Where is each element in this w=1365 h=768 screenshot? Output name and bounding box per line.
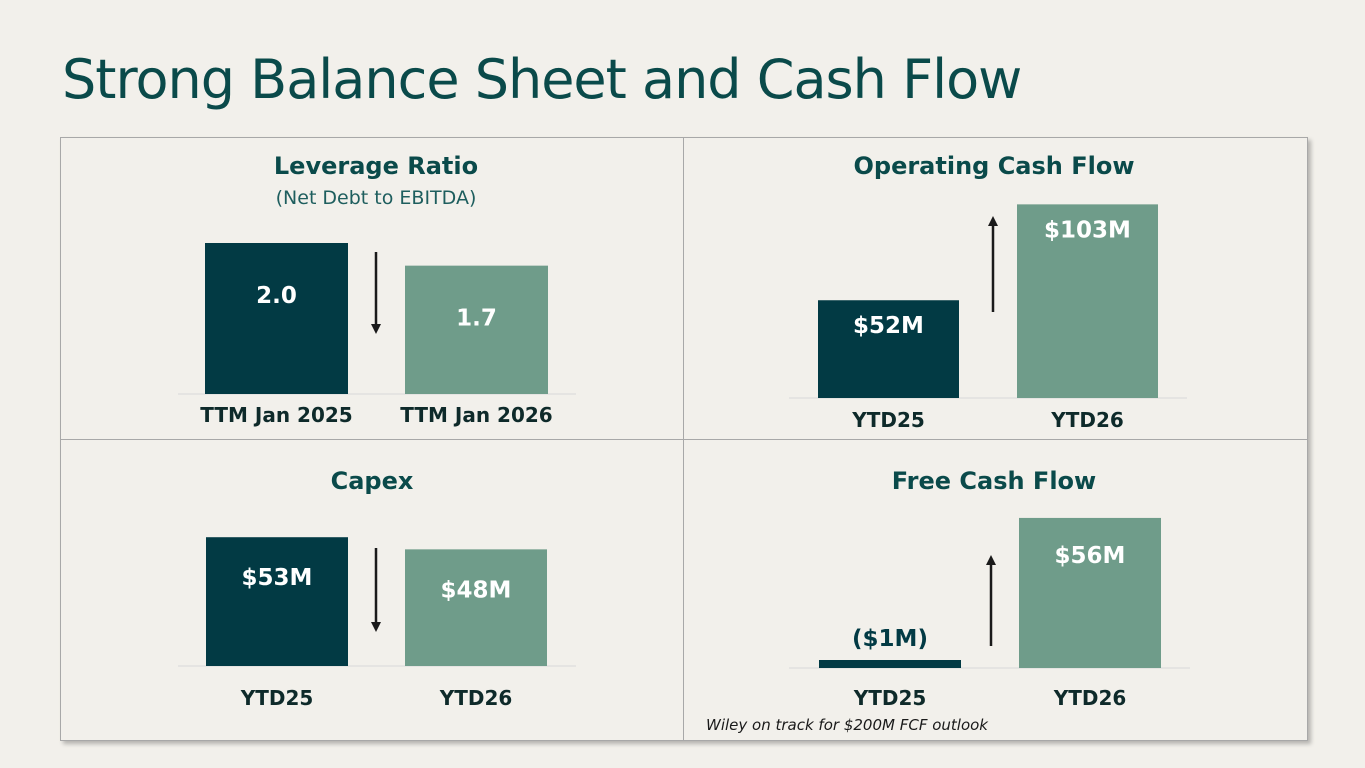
chart1-arrow-down-icon [371, 324, 381, 334]
chart1-category-label-2: TTM Jan 2026 [400, 403, 552, 427]
chart1-data-label-1: 2.0 [256, 283, 297, 309]
chart3-data-label-2: $48M [441, 577, 512, 603]
chart2-title: Operating Cash Flow [853, 152, 1134, 180]
chart4-category-label-2: YTD26 [1053, 686, 1127, 710]
chart4-arrow-up-icon [986, 555, 996, 565]
chart2-data-label-2: $103M [1044, 217, 1131, 243]
chart1-bar-2 [405, 265, 548, 394]
chart4-title: Free Cash Flow [892, 467, 1096, 495]
chart1-title: Leverage Ratio [274, 152, 478, 180]
chart2-arrow-up-icon [988, 216, 998, 226]
chart4-bar-1 [819, 660, 961, 668]
chart3-data-label-1: $53M [242, 565, 313, 591]
chart2-data-label-1: $52M [853, 313, 924, 339]
chart4-data-label-1: ($1M) [852, 626, 928, 652]
chart1-subtitle: (Net Debt to EBITDA) [276, 187, 477, 209]
panel-divider-horizontal [61, 439, 1307, 440]
chart3-arrow-down-icon [371, 622, 381, 632]
chart2-bar-2 [1017, 204, 1158, 398]
chart1-bar-1 [205, 243, 348, 394]
chart1-category-label-1: TTM Jan 2025 [200, 403, 352, 427]
chart3-bar-1 [206, 537, 348, 666]
chart3-bar-2 [405, 549, 547, 666]
footnote: Wiley on track for $200M FCF outlook [706, 716, 988, 734]
chart2-category-label-1: YTD25 [851, 408, 925, 432]
chart3-category-label-1: YTD25 [240, 686, 314, 710]
chart2-bar-1 [818, 300, 959, 398]
chart4-bar-2 [1019, 517, 1161, 668]
chart3-title: Capex [331, 467, 414, 495]
chart1-data-label-2: 1.7 [456, 306, 497, 332]
chart2-category-label-2: YTD26 [1050, 408, 1124, 432]
chart4-category-label-1: YTD25 [853, 686, 927, 710]
page-title: Strong Balance Sheet and Cash Flow [62, 48, 1022, 111]
chart4-data-label-2: $56M [1055, 543, 1126, 569]
chart3-category-label-2: YTD26 [439, 686, 513, 710]
